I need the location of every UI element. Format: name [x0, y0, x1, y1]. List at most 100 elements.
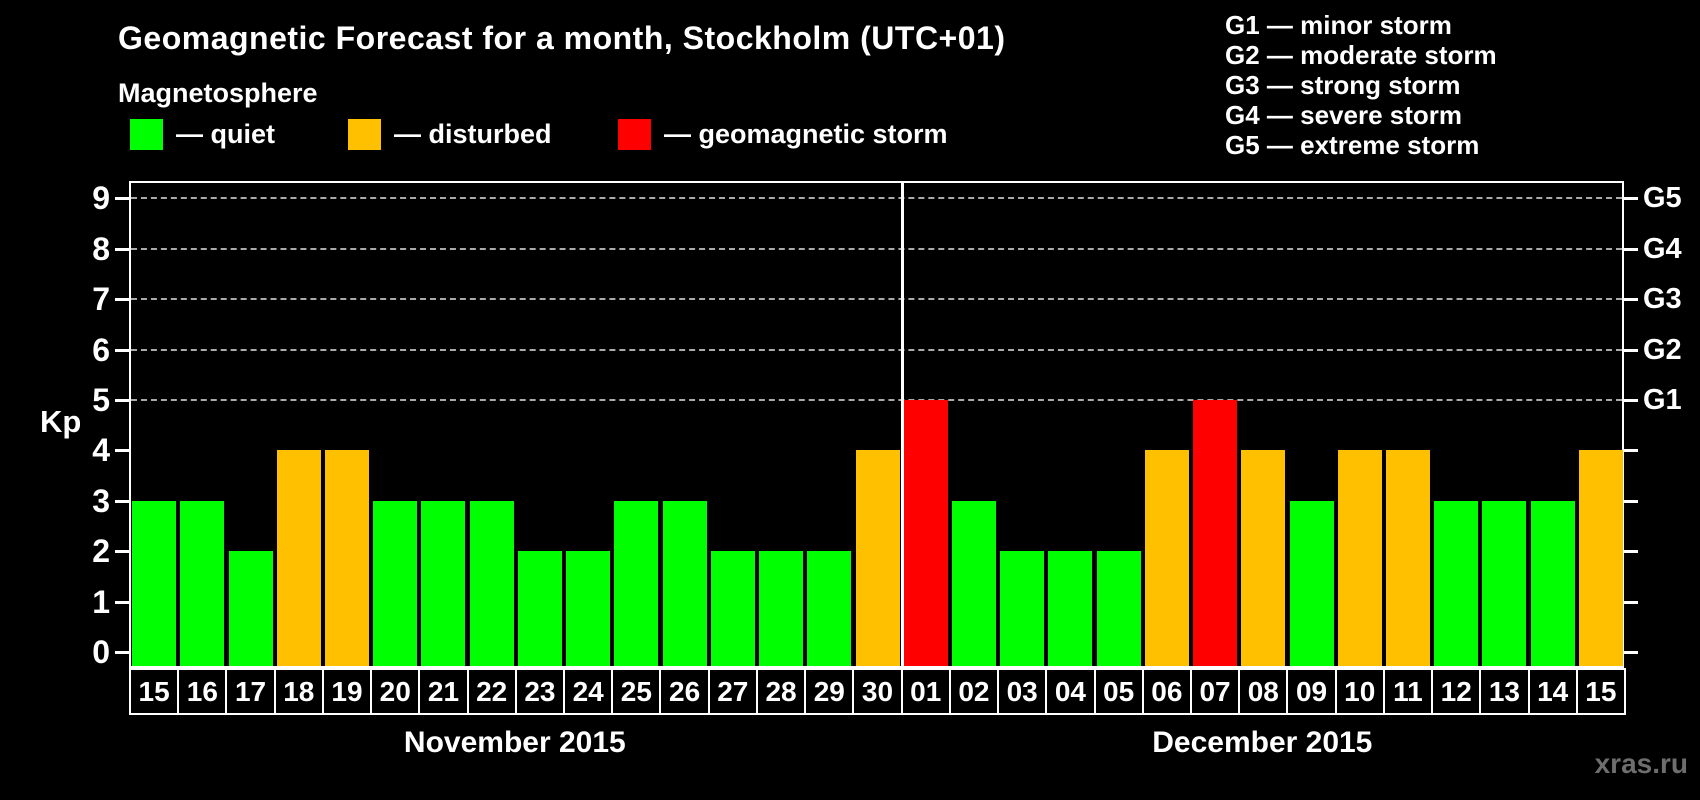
y-tick-right-2	[1624, 550, 1638, 554]
kp-bar-disturbed	[1241, 450, 1286, 666]
day-label-box: 15	[129, 668, 180, 715]
y-tick-label-4: 4	[92, 432, 110, 469]
kp-bar-disturbed	[1337, 450, 1382, 666]
day-label-box: 13	[1479, 668, 1530, 715]
kp-bar-quiet	[517, 551, 562, 666]
kp-bar-quiet	[1434, 500, 1479, 666]
kp-bar-quiet	[1096, 551, 1141, 666]
gscale-line-3: G3 — strong storm	[1225, 70, 1461, 100]
kp-bar-quiet	[807, 551, 852, 666]
y-tick-left-6	[115, 348, 129, 352]
day-label-box: 23	[514, 668, 566, 715]
day-label-box: 05	[1093, 668, 1144, 715]
gscale-legend: G1 — minor storm G2 — moderate storm G3 — …	[1225, 10, 1497, 160]
day-label-box: 09	[1286, 668, 1337, 715]
y-tick-right-5	[1624, 399, 1638, 402]
day-label-box: 02	[948, 668, 1000, 715]
chart-title: Geomagnetic Forecast for a month, Stockh…	[118, 20, 1006, 56]
kp-bar-quiet	[132, 500, 177, 666]
y-tick-right-0	[1624, 651, 1638, 654]
day-label-box: 06	[1141, 668, 1192, 715]
day-label-box: 10	[1334, 668, 1385, 715]
kp-bar-quiet	[373, 500, 418, 666]
g-axis-label-g2: G2	[1643, 333, 1682, 366]
month-label-november: November 2015	[403, 726, 626, 759]
day-label-box: 19	[321, 668, 373, 715]
y-tick-left-4	[115, 449, 129, 453]
y-tick-right-3	[1624, 499, 1638, 503]
kp-bar-quiet	[951, 500, 996, 666]
g-axis-label-g4: G4	[1643, 232, 1682, 265]
kp-bar-disturbed	[325, 450, 370, 666]
y-tick-right-6	[1624, 348, 1638, 352]
day-label-box: 16	[177, 668, 228, 715]
y-tick-right-7	[1624, 298, 1638, 302]
y-tick-label-5: 5	[92, 382, 110, 418]
legend-label-storm: — geomagnetic storm	[664, 118, 948, 149]
gscale-line-1: G1 — minor storm	[1225, 10, 1452, 40]
g-axis-label-g5: G5	[1643, 182, 1682, 215]
kp-bar-quiet	[228, 551, 273, 666]
day-label-box: 29	[804, 668, 855, 715]
y-tick-left-3	[115, 499, 129, 503]
kp-bar-quiet	[759, 551, 804, 666]
kp-bar-storm	[1193, 400, 1238, 666]
day-label-box: 28	[755, 668, 807, 715]
y-tick-right-9	[1624, 197, 1638, 201]
day-label-box: 30	[852, 668, 903, 715]
day-label-box: 18	[273, 668, 324, 715]
day-label-box: 22	[466, 668, 517, 715]
day-label-box: 17	[225, 668, 276, 715]
kp-bar-disturbed	[1385, 450, 1430, 666]
plot-area	[129, 181, 1624, 668]
day-label-box: 07	[1189, 668, 1241, 715]
month-separator	[901, 183, 905, 666]
magnetosphere-label: Magnetosphere	[118, 78, 318, 108]
kp-bar-quiet	[662, 500, 707, 666]
legend-item-quiet: — quiet	[130, 116, 275, 152]
legend-swatch-storm	[618, 118, 651, 150]
y-tick-left-7	[115, 298, 129, 302]
legend-item-disturbed: — disturbed	[348, 116, 552, 152]
day-label-box: 21	[418, 668, 469, 715]
kp-bar-quiet	[710, 551, 755, 666]
gridline-kp8	[131, 247, 1622, 250]
kp-bar-quiet	[1530, 500, 1575, 666]
day-label-box: 24	[563, 668, 614, 715]
gridline-kp5	[131, 399, 1622, 401]
kp-bar-storm	[903, 400, 948, 666]
kp-bar-quiet	[469, 500, 514, 666]
watermark: xras.ru	[1594, 748, 1688, 779]
y-tick-label-1: 1	[92, 583, 110, 620]
y-tick-left-9	[115, 197, 129, 201]
g-axis-label-g1: G1	[1643, 384, 1682, 416]
magnetosphere-legend: — quiet — disturbed — geomagnetic storm	[0, 116, 1200, 152]
day-label-box: 20	[370, 668, 421, 715]
day-label-box: 25	[611, 668, 662, 715]
day-label-box: 11	[1382, 668, 1434, 715]
gscale-line-2: G2 — moderate storm	[1225, 40, 1497, 70]
kp-bar-quiet	[421, 500, 466, 666]
kp-bar-quiet	[1289, 500, 1334, 666]
g-axis-label-g3: G3	[1643, 283, 1682, 316]
y-tick-label-2: 2	[92, 533, 110, 570]
kp-axis-label: Kp	[40, 404, 82, 439]
y-tick-label-3: 3	[92, 482, 110, 519]
day-label-box: 12	[1431, 668, 1482, 715]
legend-item-storm: — geomagnetic storm	[618, 116, 948, 152]
y-tick-left-8	[115, 247, 129, 251]
y-tick-right-1	[1624, 600, 1638, 604]
month-label-december: December 2015	[1152, 726, 1373, 759]
gscale-line-4: G4 — severe storm	[1225, 100, 1463, 130]
gridline-kp9	[131, 197, 1622, 200]
kp-bar-quiet	[1000, 551, 1045, 666]
y-tick-right-8	[1624, 247, 1638, 251]
gridline-kp6	[131, 348, 1622, 351]
day-label-box: 27	[707, 668, 758, 715]
y-tick-right-4	[1624, 449, 1638, 453]
day-label-box: 14	[1527, 668, 1578, 715]
gridline-kp7	[131, 298, 1622, 301]
legend-label-disturbed: — disturbed	[394, 118, 552, 149]
kp-bar-quiet	[180, 500, 225, 666]
kp-bar-disturbed	[855, 450, 900, 666]
